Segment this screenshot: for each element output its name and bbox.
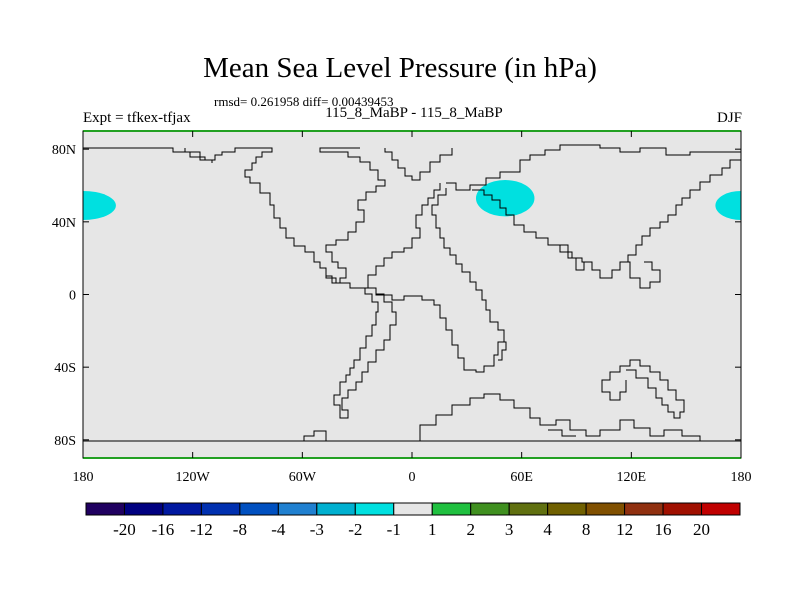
colorbar-label: -2 [348, 520, 362, 539]
x-tick-label: 120W [176, 470, 211, 485]
y-tick-label: 80N [52, 143, 76, 158]
colorbar-swatch [162, 502, 202, 516]
coastline-greenland [384, 148, 453, 181]
colorbar-label: 4 [543, 520, 552, 539]
x-tick-label: 60W [289, 470, 317, 485]
colorbar-swatch [200, 502, 241, 516]
axis-ticks: 180 120W 60W 0 60E 120E 180 80N 40N 0 40S 80S [52, 131, 752, 485]
coastline-antarctic-east [410, 393, 701, 442]
colorbar: -20 -16 -12 -8 -4 -3 -2 -1 1 2 3 4 8 12 16 20 [85, 502, 741, 539]
coastline-southeast-asia [620, 261, 661, 289]
colorbar-swatch [585, 502, 626, 516]
coastline-eurasia [446, 144, 741, 279]
colorbar-swatch [85, 502, 125, 516]
colorbar-label: 8 [582, 520, 591, 539]
colorbar-label: 20 [693, 520, 710, 539]
coastline-antarctic-peninsula [298, 430, 327, 442]
colorbar-swatch [701, 502, 741, 516]
experiment-label: Expt = tfkex-tfjax [83, 110, 191, 126]
coastline-south-america [320, 267, 397, 419]
rmsd-diff-text: rmsd= 0.261958 diff= 0.00439453 [214, 94, 394, 109]
y-tick-label: 40S [54, 361, 76, 376]
colorbar-label: 3 [505, 520, 514, 539]
x-tick-label: 0 [409, 470, 416, 485]
colorbar-swatch [393, 502, 433, 516]
colorbar-swatch [316, 502, 356, 516]
colorbar-swatch [470, 502, 510, 516]
x-tick-label: 180 [731, 470, 752, 485]
y-tick-label: 80S [54, 434, 76, 449]
coastline-australia [601, 359, 685, 419]
colorbar-swatch [431, 502, 472, 516]
coastline-north-america [83, 147, 386, 284]
colorbar-label: -3 [310, 520, 324, 539]
colorbar-swatch [624, 502, 664, 516]
colorbar-label: -20 [113, 520, 136, 539]
chart-title: Mean Sea Level Pressure (in hPa) [203, 52, 597, 84]
coastline-ross-ice [548, 429, 576, 437]
colorbar-label: 1 [428, 520, 437, 539]
y-tick-label: 0 [69, 289, 76, 304]
colorbar-label: -16 [152, 520, 175, 539]
season-label: DJF [716, 110, 742, 126]
x-tick-label: 120E [617, 470, 647, 485]
colorbar-label: -1 [387, 520, 401, 539]
colorbar-swatch [123, 502, 164, 516]
colorbar-label: 12 [616, 520, 633, 539]
y-tick-label: 40N [52, 216, 76, 231]
colorbar-swatch [508, 502, 549, 516]
map-background [83, 131, 741, 458]
colorbar-label: 2 [466, 520, 475, 539]
experiment-subtitle: 115_8_MaBP - 115_8_MaBP [325, 105, 503, 121]
anomaly-central-asia [475, 180, 535, 217]
colorbar-label: -12 [190, 520, 213, 539]
coastline-india [560, 244, 592, 271]
colorbar-swatch [239, 502, 279, 516]
x-tick-label: 180 [73, 470, 94, 485]
colorbar-swatch [547, 502, 587, 516]
anomaly-layer [83, 180, 741, 221]
colorbar-label: -8 [233, 520, 247, 539]
coastline-madagascar [498, 341, 507, 361]
colorbar-label: 16 [655, 520, 672, 539]
x-tick-label: 60E [510, 470, 533, 485]
colorbar-swatch [277, 502, 318, 516]
colorbar-swatch [662, 502, 703, 516]
anomaly-north-pacific-west-edge [83, 190, 116, 221]
coastlines [83, 144, 741, 442]
anomaly-north-pacific-east-edge [715, 190, 741, 221]
colorbar-label: -4 [271, 520, 286, 539]
colorbar-swatch [354, 502, 395, 516]
coastline-alaska-arctic [184, 148, 213, 163]
coastline-europe-africa [367, 183, 505, 373]
